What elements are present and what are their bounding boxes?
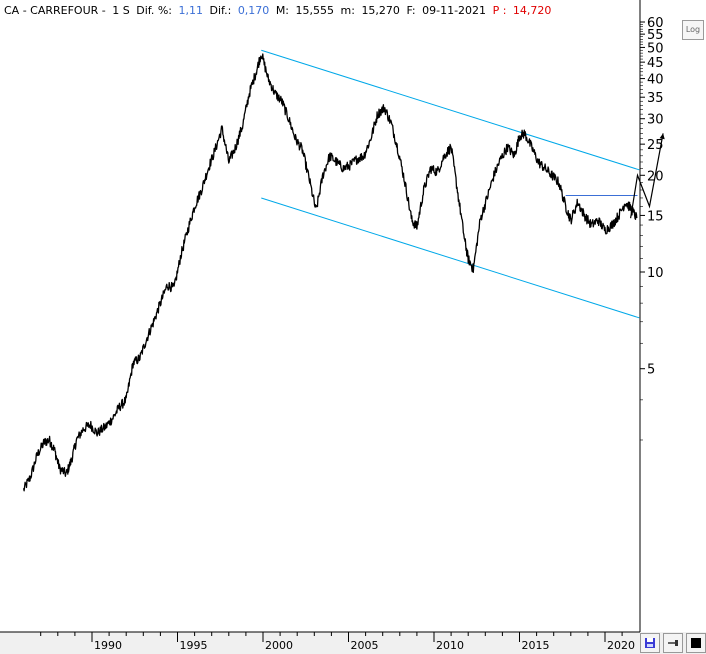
save-icon[interactable] — [640, 633, 660, 653]
symbol-label: CA - CARREFOUR - — [4, 4, 106, 17]
y-tick-label-15: 15 — [647, 209, 664, 224]
dif-value: 0,170 — [237, 4, 270, 17]
period-label: 1 S — [112, 4, 130, 17]
pin-icon[interactable] — [663, 633, 683, 653]
y-tick-label-60: 60 — [647, 16, 664, 31]
projection-arrow-head — [659, 133, 665, 140]
quote-header: CA - CARREFOUR - 1 S Dif. %: 1,11 Dif.: … — [4, 2, 554, 20]
max-label: M: — [275, 4, 290, 17]
y-tick-label-30: 30 — [647, 113, 664, 128]
x-tick-label-2020: 2020 — [607, 639, 635, 652]
x-tick-label-2015: 2015 — [522, 639, 550, 652]
lower-trend-line — [261, 197, 640, 319]
y-tick-label-5: 5 — [647, 363, 655, 378]
dif-pct-value: 1,11 — [178, 4, 204, 17]
dif-label: Dif.: — [209, 4, 232, 17]
date-value: 09-11-2021 — [422, 4, 487, 17]
projection-arrow — [630, 133, 664, 219]
upper-trend-line — [261, 49, 640, 171]
min-label: m: — [340, 4, 355, 17]
pin-icon-glyph — [668, 640, 678, 646]
y-tick-label-10: 10 — [647, 266, 664, 281]
y-tick-label-35: 35 — [647, 91, 664, 106]
y-tick-label-40: 40 — [647, 73, 664, 88]
color-swatch-icon[interactable] — [686, 633, 706, 653]
price-value: 14,720 — [512, 4, 552, 17]
y-tick-label-20: 20 — [647, 169, 664, 184]
x-tick-label-2000: 2000 — [265, 639, 293, 652]
price-label: P : — [492, 4, 507, 17]
y-axis-area — [640, 0, 706, 632]
price-series-line — [22, 53, 638, 492]
y-tick-label-50: 50 — [647, 41, 664, 56]
x-tick-label-1995: 1995 — [180, 639, 208, 652]
log-scale-button[interactable]: Log — [682, 20, 704, 40]
chart-toolbar — [640, 633, 706, 653]
y-tick-label-25: 25 — [647, 138, 664, 153]
plot-area — [0, 0, 640, 632]
color-swatch-glyph — [691, 638, 701, 648]
y-tick-label-45: 45 — [647, 56, 664, 71]
x-tick-label-1990: 1990 — [94, 639, 122, 652]
dif-pct-label: Dif. %: — [136, 4, 172, 17]
max-value: 15,555 — [295, 4, 335, 17]
x-tick-label-2010: 2010 — [436, 639, 464, 652]
min-value: 15,270 — [361, 4, 400, 17]
save-icon-glyph — [645, 638, 655, 648]
x-tick-label-2005: 2005 — [351, 639, 379, 652]
date-label: F: — [406, 4, 416, 17]
y-tick-label-55: 55 — [647, 28, 664, 43]
